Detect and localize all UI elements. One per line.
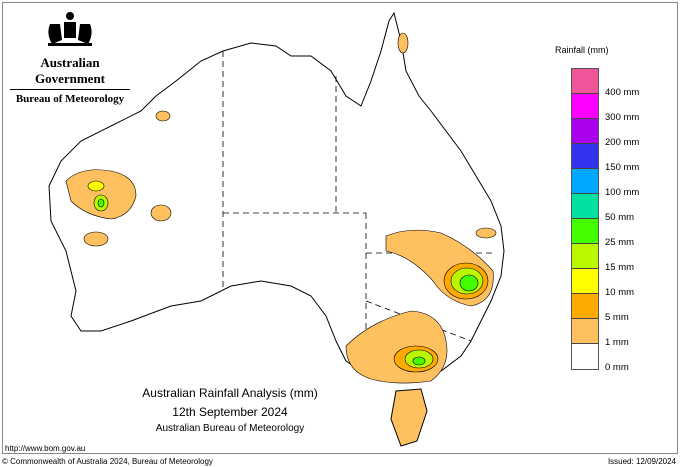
map-frame <box>2 2 678 454</box>
rainfall-areas <box>65 32 497 384</box>
legend-title: Rainfall (mm) <box>555 45 609 55</box>
logo-bureau-text: Bureau of Meteorology <box>15 93 125 105</box>
copyright-text: © Commonwealth of Australia 2024, Bureau… <box>2 457 213 466</box>
legend-swatch <box>572 69 598 94</box>
legend-label: 1 mm <box>605 337 629 348</box>
legend-swatch <box>572 194 598 219</box>
legend-label: 25 mm <box>605 237 635 248</box>
legend-swatch <box>572 119 598 144</box>
legend-label: 10 mm <box>605 287 635 298</box>
legend-swatch <box>572 244 598 269</box>
legend-label: 50 mm <box>605 212 635 223</box>
legend-label: 300 mm <box>605 112 640 123</box>
rainfall-map <box>48 11 505 447</box>
legend-label: 0 mm <box>605 362 629 373</box>
map-title: Australian Rainfall Analysis (mm) <box>142 386 318 400</box>
legend-label: 400 mm <box>605 87 640 98</box>
legend-swatch <box>572 294 598 319</box>
map-date: 12th September 2024 <box>172 405 288 419</box>
legend-label: 100 mm <box>605 187 640 198</box>
legend-swatch <box>572 169 598 194</box>
website-link[interactable]: http://www.bom.gov.au <box>5 444 86 453</box>
legend-swatch <box>572 219 598 244</box>
legend-label: 200 mm <box>605 137 640 148</box>
logo-divider <box>10 89 130 90</box>
issued-date: Issued: 12/09/2024 <box>607 457 676 466</box>
tasmania <box>390 388 428 447</box>
legend-swatch <box>572 269 598 294</box>
legend-swatch <box>572 94 598 119</box>
legend-swatch <box>572 144 598 169</box>
rainfall-legend <box>571 68 599 370</box>
logo-government-text: Australian Government <box>34 55 106 86</box>
map-source: Australian Bureau of Meteorology <box>155 423 305 434</box>
legend-label: 15 mm <box>605 262 635 273</box>
australia-mainland <box>48 11 505 380</box>
legend-swatch <box>572 344 598 369</box>
government-logo: Australian Government Bureau of Meteorol… <box>10 10 130 105</box>
legend-label: 150 mm <box>605 162 640 173</box>
coat-of-arms-icon <box>48 12 92 46</box>
legend-label: 5 mm <box>605 312 629 323</box>
legend-swatch <box>572 319 598 344</box>
